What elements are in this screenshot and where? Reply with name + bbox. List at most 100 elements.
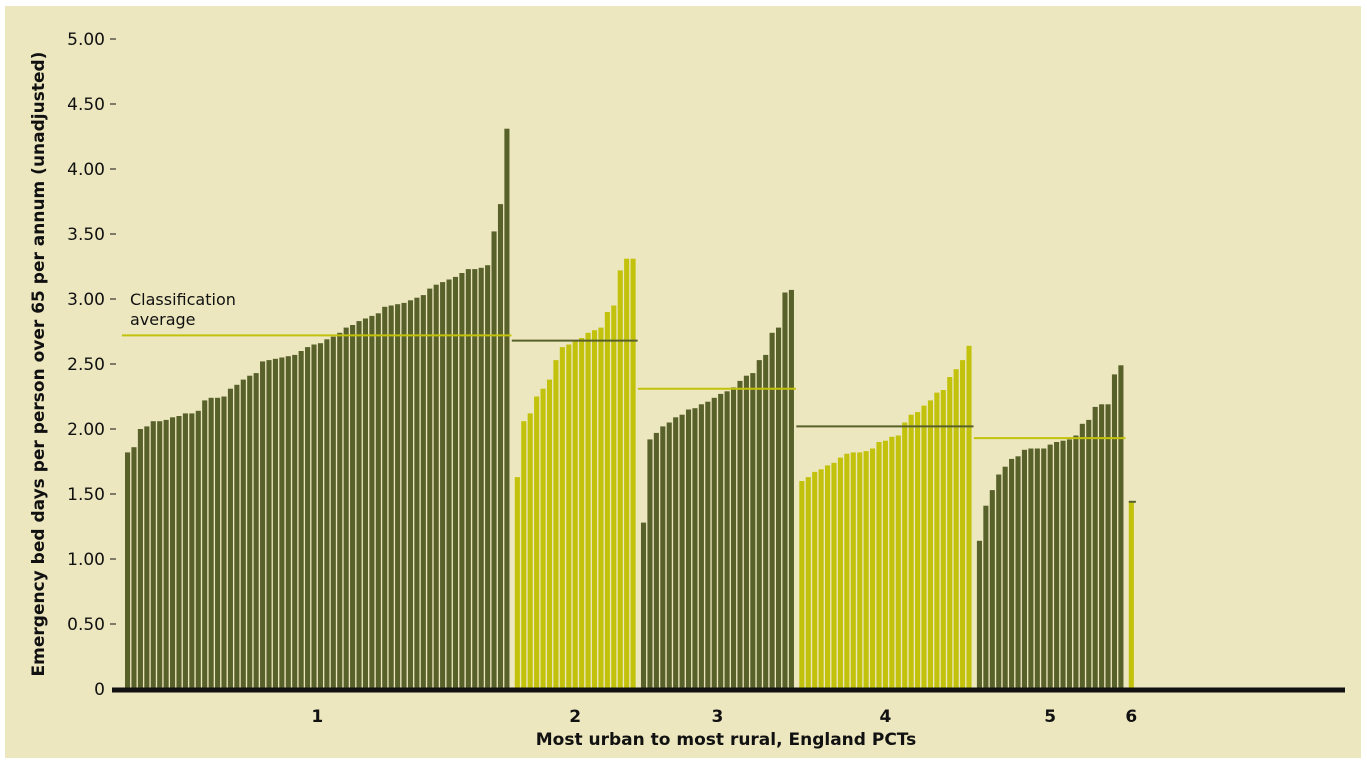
bar-group-1	[234, 384, 240, 689]
bar-group-4	[934, 392, 940, 689]
bar-group-1	[176, 416, 182, 689]
bar-group-5	[996, 474, 1002, 689]
bar-group-1	[137, 429, 143, 689]
bar-group-1	[401, 302, 407, 689]
bar-group-1	[195, 410, 201, 689]
bar-group-5	[1054, 442, 1060, 689]
bar-group-4	[882, 440, 888, 689]
bar-group-5	[1002, 466, 1008, 689]
bar-group-5	[1086, 419, 1092, 689]
y-tick-label: 3.00	[67, 290, 105, 310]
bar-group-1	[305, 347, 311, 689]
bar-group-5	[1015, 456, 1021, 689]
bar-group-2	[624, 258, 630, 689]
bar-group-5	[989, 490, 995, 689]
bar-group-1	[240, 379, 246, 689]
bar-group-3	[788, 289, 794, 689]
bar-group-1	[266, 360, 272, 689]
bar-group-5	[1105, 404, 1111, 689]
bar-group-1	[497, 204, 504, 689]
bar-group-1	[272, 358, 278, 689]
group-label: 6	[1125, 707, 1137, 727]
bar-group-3	[769, 332, 775, 689]
bar-group-4	[825, 465, 831, 689]
bar-group-1	[362, 318, 369, 689]
bar-group-5	[1118, 365, 1124, 689]
bar-group-1	[407, 300, 414, 689]
annotation-line-2: average	[130, 310, 196, 329]
bar-group-3	[705, 401, 711, 689]
bar-group-1	[215, 397, 221, 689]
bar-group-4	[915, 412, 921, 689]
bar-group-2	[598, 327, 604, 689]
bar-group-1	[292, 354, 298, 689]
bar-group-1	[420, 295, 426, 689]
bar-group-5	[1028, 448, 1034, 689]
bar-group-5	[983, 505, 989, 689]
bar-group-1	[144, 426, 150, 689]
bar-group-3	[782, 292, 788, 689]
bar-group-3	[666, 422, 672, 689]
bar-group-2	[566, 344, 572, 689]
bar-group-2	[585, 332, 591, 689]
bar-group-5	[1092, 406, 1098, 689]
bar-group-4	[837, 457, 843, 689]
average-lines	[122, 334, 1136, 503]
group-label: 5	[1044, 707, 1056, 727]
bar-group-5	[1066, 439, 1073, 689]
bar-group-1	[504, 128, 510, 689]
bar-group-1	[491, 231, 497, 689]
bar-group-1	[125, 452, 131, 689]
bar-group-1	[433, 284, 439, 689]
bar-group-1	[472, 269, 478, 689]
bar-group-1	[427, 288, 433, 689]
bar-group-1	[221, 396, 227, 689]
y-tick-label: 1.00	[67, 550, 105, 570]
bar-group-5	[1111, 374, 1118, 689]
bar-group-1	[150, 421, 156, 689]
bar-group-4	[889, 436, 895, 689]
y-tick-label: 5.00	[67, 30, 105, 50]
bar-group-2	[521, 421, 527, 689]
bar-group-3	[763, 354, 769, 689]
bar-group-1	[440, 282, 446, 689]
bar-group-5	[1099, 404, 1105, 689]
bar-group-4	[799, 481, 805, 689]
group-label: 1	[311, 707, 323, 727]
bar-group-1	[446, 279, 452, 689]
bar-group-1	[202, 400, 208, 689]
bar-group-1	[350, 325, 356, 689]
bar-group-1	[189, 413, 195, 689]
bar-group-6	[1128, 501, 1134, 689]
y-axis-title: Emergency bed days per person over 65 pe…	[29, 52, 49, 677]
bar-group-4	[805, 477, 811, 689]
bar-group-2	[514, 477, 520, 689]
bars	[125, 128, 1134, 689]
bar-group-3	[692, 408, 698, 689]
bar-group-5	[1079, 423, 1085, 689]
bar-group-3	[776, 327, 782, 689]
bar-group-4	[908, 414, 914, 689]
bar-group-2	[540, 388, 546, 689]
bar-group-5	[1034, 448, 1040, 689]
y-axis: 0 0.50 1.00 1.50 2.00 2.50 3.00 3.50 4.00 4.50 5.0…	[67, 30, 116, 700]
bar-group-1	[285, 356, 291, 689]
bar-group-4	[902, 422, 908, 689]
bar-group-2	[559, 347, 565, 689]
bar-group-5	[976, 540, 982, 689]
bar-group-3	[724, 391, 730, 689]
bar-group-5	[1021, 449, 1028, 689]
bar-group-3	[640, 522, 647, 689]
bar-group-3	[698, 404, 704, 689]
bar-group-1	[459, 273, 465, 689]
bar-group-4	[818, 469, 824, 689]
bar-group-2	[630, 258, 636, 689]
bar-group-3	[653, 432, 659, 689]
bar-group-4	[876, 442, 882, 689]
y-tick-label: 2.50	[67, 355, 105, 375]
classification-average-annotation: Classification average	[130, 290, 241, 329]
bar-group-1	[317, 343, 323, 689]
bar-group-4	[947, 377, 953, 689]
bar-group-4	[966, 345, 972, 689]
